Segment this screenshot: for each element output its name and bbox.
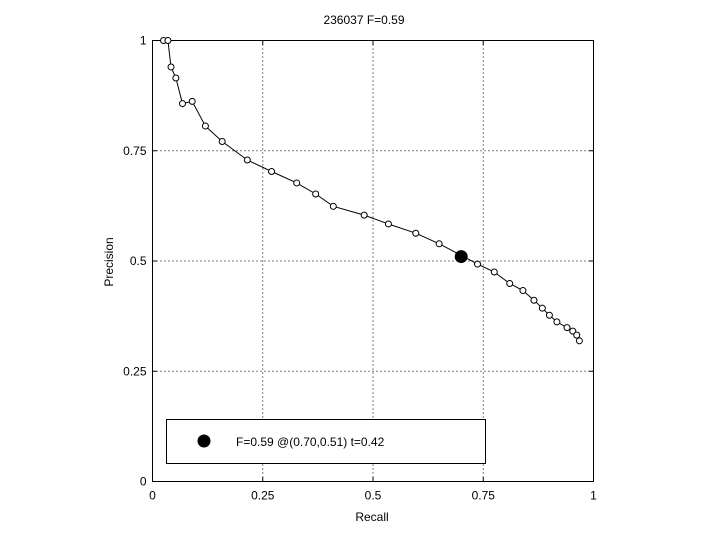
pr-point <box>573 331 581 339</box>
pr-point <box>553 318 561 326</box>
x-axis-label: Recall <box>355 510 388 524</box>
pr-point <box>435 240 443 248</box>
y-tick-label: 0.5 <box>130 254 147 268</box>
pr-point <box>563 324 571 332</box>
pr-point <box>360 211 368 219</box>
pr-point <box>490 268 498 276</box>
pr-point <box>538 304 546 312</box>
x-tick-label: 0.25 <box>251 489 275 503</box>
pr-curve-points <box>160 37 583 345</box>
pr-point <box>268 167 276 175</box>
x-tick-label: 0.75 <box>472 489 496 503</box>
x-tick-label: 1 <box>590 489 597 503</box>
pr-point <box>545 311 553 319</box>
pr-point <box>384 220 392 228</box>
pr-point <box>329 202 337 210</box>
pr-point <box>172 74 180 82</box>
pr-point <box>312 190 320 198</box>
pr-point <box>530 296 538 304</box>
y-axis-label: Precision <box>102 237 116 286</box>
pr-point <box>218 137 226 145</box>
pr-point <box>474 260 482 268</box>
y-tick-label: 0 <box>140 475 147 489</box>
y-tick-labels: 0 0.25 0.5 0.75 1 <box>123 34 147 489</box>
best-f-point <box>454 250 468 264</box>
chart-title: 236037 F=0.59 <box>323 13 404 27</box>
pr-curve-line <box>163 40 580 342</box>
pr-point <box>519 287 527 295</box>
legend-box <box>166 419 486 464</box>
y-tick-label: 1 <box>140 34 147 48</box>
pr-point <box>201 122 209 130</box>
legend-marker <box>197 434 211 448</box>
pr-point <box>178 100 186 108</box>
pr-point <box>575 337 583 345</box>
legend-text: F=0.59 @(0.70,0.51) t=0.42 <box>236 435 385 449</box>
pr-point <box>506 279 514 287</box>
pr-point <box>412 229 420 237</box>
pr-point <box>293 179 301 187</box>
pr-point <box>167 63 175 71</box>
grid-lines <box>152 40 594 482</box>
pr-point <box>188 97 196 105</box>
legend: F=0.59 @(0.70,0.51) t=0.42 <box>166 419 486 464</box>
x-tick-label: 0.5 <box>365 489 382 503</box>
x-tick-labels: 0 0.25 0.5 0.75 1 <box>149 489 597 503</box>
pr-point <box>164 37 172 44</box>
pr-point <box>243 156 251 164</box>
x-tick-label: 0 <box>149 489 156 503</box>
axis-ticks <box>152 40 594 482</box>
y-tick-label: 0.75 <box>123 144 147 158</box>
y-tick-label: 0.25 <box>123 364 147 378</box>
